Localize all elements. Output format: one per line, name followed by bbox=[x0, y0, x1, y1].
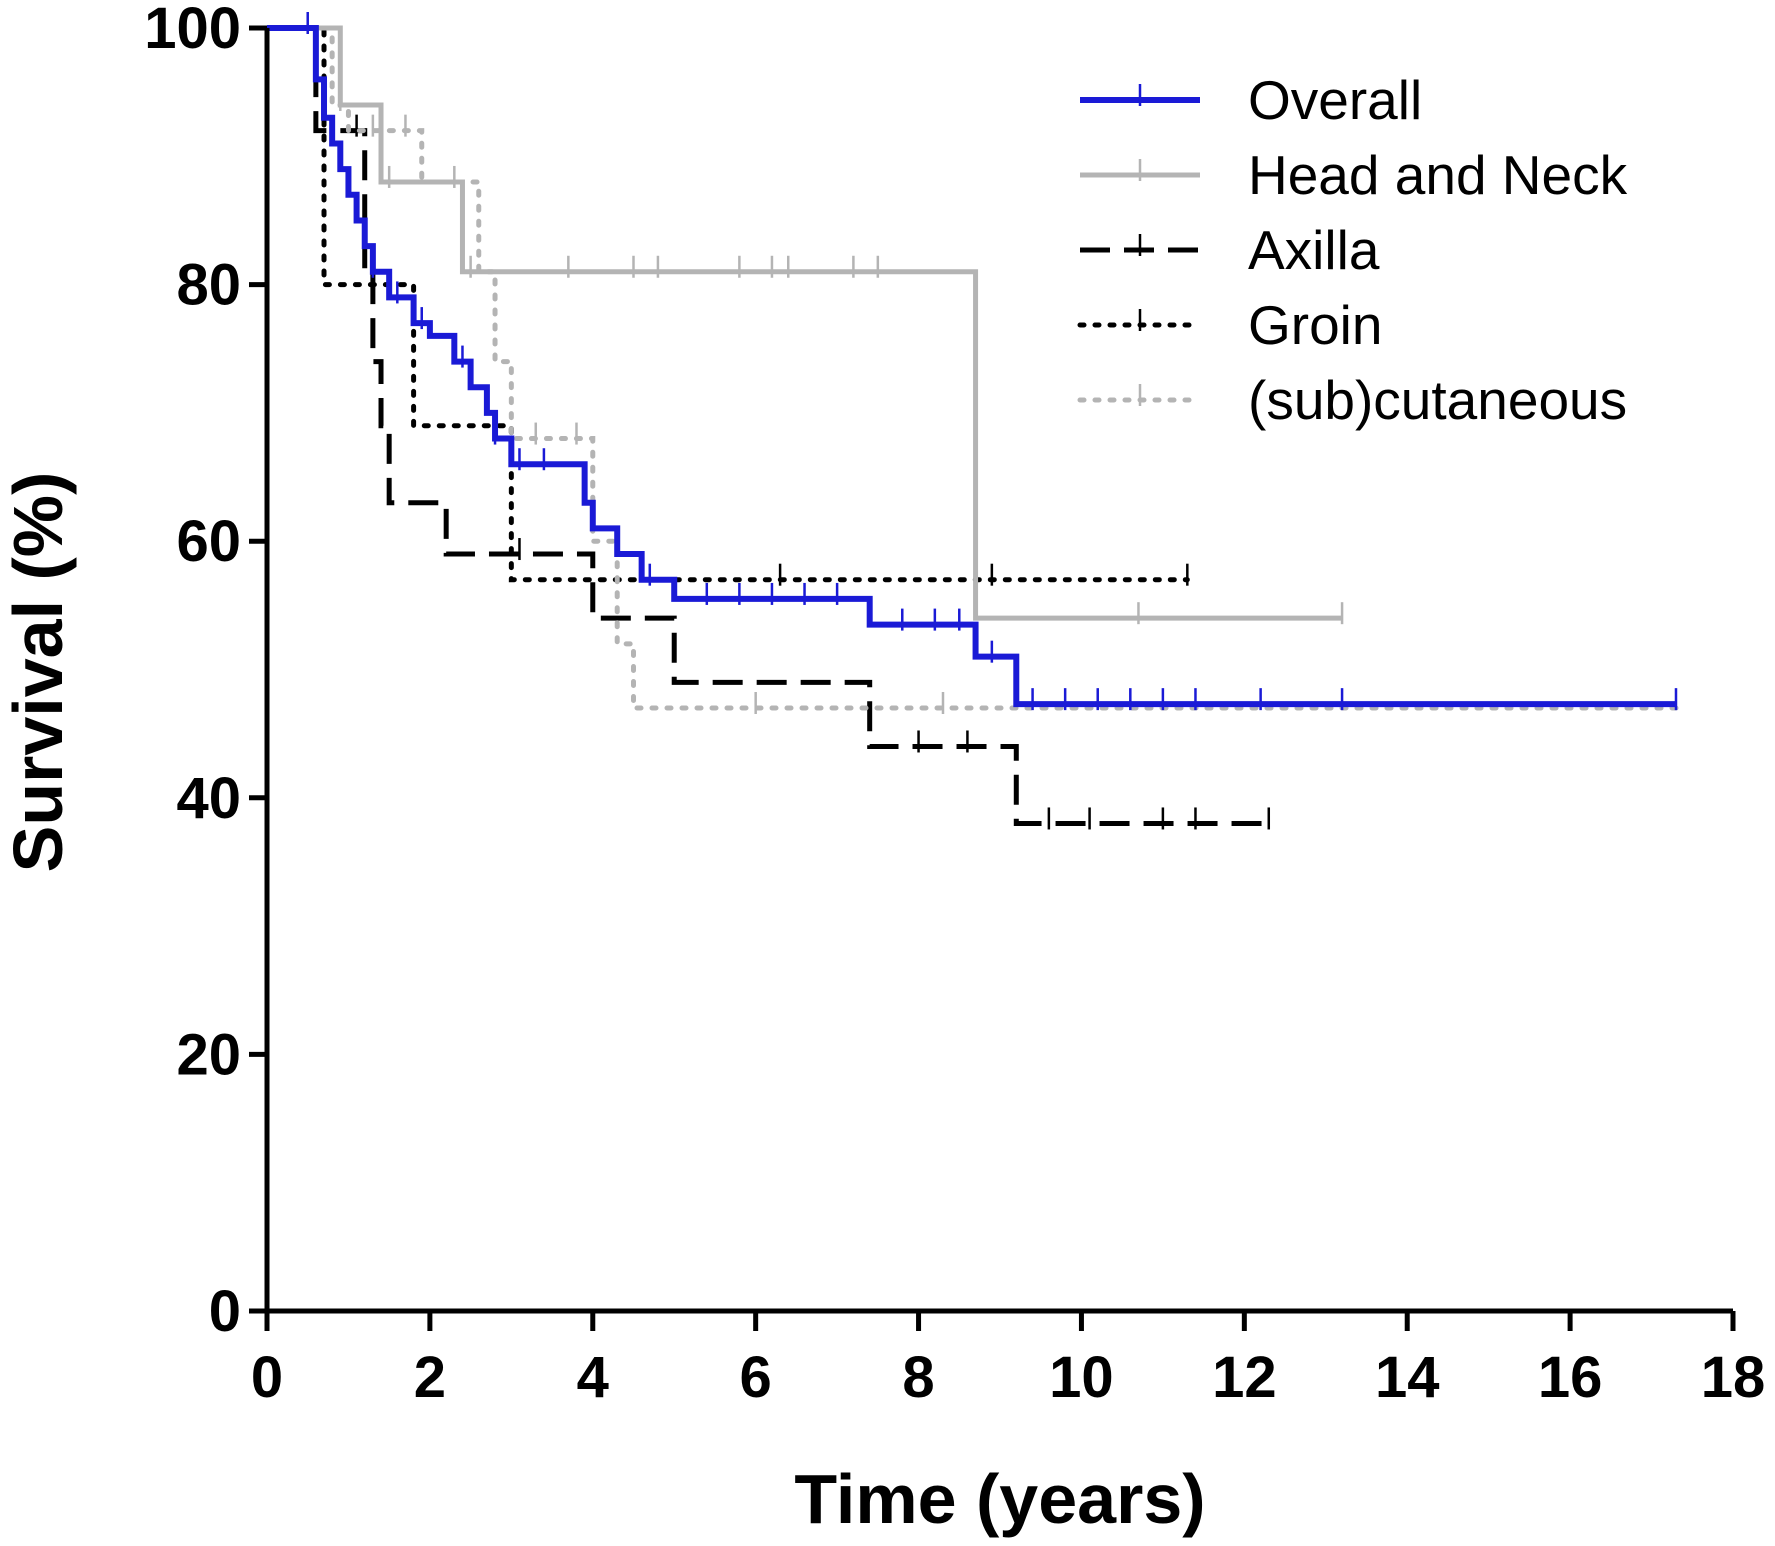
legend-label: Groin bbox=[1248, 294, 1383, 356]
legend-label: Axilla bbox=[1248, 219, 1380, 281]
x-tick-label: 2 bbox=[414, 1345, 446, 1410]
legend-item-overall: Overall bbox=[1080, 69, 1422, 131]
y-tick-label: 40 bbox=[176, 766, 241, 831]
x-tick-label: 14 bbox=[1375, 1345, 1440, 1410]
y-tick-label: 100 bbox=[144, 0, 241, 61]
y-axis-title: Survival (%) bbox=[0, 472, 77, 873]
legend: Overall Head and Neck Axilla Groin (sub)cuta… bbox=[1077, 69, 1628, 431]
x-tick-label: 6 bbox=[740, 1345, 772, 1410]
legend-label: Overall bbox=[1248, 69, 1422, 131]
x-tick-label: 16 bbox=[1538, 1345, 1603, 1410]
series-groin bbox=[264, 25, 1190, 586]
y-ticks: 0 20 40 60 80 100 bbox=[144, 0, 267, 1344]
legend-item-sub-cutaneous: (sub)cutaneous bbox=[1077, 369, 1627, 431]
x-tick-label: 18 bbox=[1701, 1345, 1766, 1410]
survival-curve-head-and-neck bbox=[267, 25, 1343, 621]
legend-item-axilla: Axilla bbox=[1080, 219, 1380, 281]
series-sub-cutaneous bbox=[264, 25, 1679, 714]
survival-curve-axilla bbox=[267, 25, 1269, 826]
y-tick-label: 60 bbox=[176, 509, 241, 574]
legend-item-head-and-neck: Head and Neck bbox=[1080, 144, 1628, 206]
series-axilla bbox=[267, 25, 1271, 830]
series-head-and-neck bbox=[267, 25, 1344, 625]
x-tick-label: 8 bbox=[902, 1345, 934, 1410]
x-tick-label: 10 bbox=[1049, 1345, 1114, 1410]
y-tick-label: 80 bbox=[176, 253, 241, 318]
x-axis-title: Time (years) bbox=[794, 1460, 1205, 1538]
x-tick-label: 4 bbox=[577, 1345, 609, 1410]
y-tick-label: 20 bbox=[176, 1022, 241, 1087]
legend-item-groin: Groin bbox=[1077, 294, 1383, 356]
legend-label: Head and Neck bbox=[1248, 144, 1628, 206]
legend-label: (sub)cutaneous bbox=[1248, 369, 1627, 431]
series-layer bbox=[264, 12, 1679, 830]
survival-curve-sub-cutaneous bbox=[264, 25, 1679, 711]
x-ticks: 0 2 4 6 8 10 12 14 16 18 bbox=[251, 1311, 1765, 1410]
x-tick-label: 12 bbox=[1212, 1345, 1277, 1410]
x-tick-label: 0 bbox=[251, 1345, 283, 1410]
survival-curve-groin bbox=[264, 25, 1190, 583]
y-tick-label: 0 bbox=[209, 1279, 241, 1344]
series-overall bbox=[267, 12, 1678, 711]
survival-curve-overall bbox=[267, 25, 1676, 708]
